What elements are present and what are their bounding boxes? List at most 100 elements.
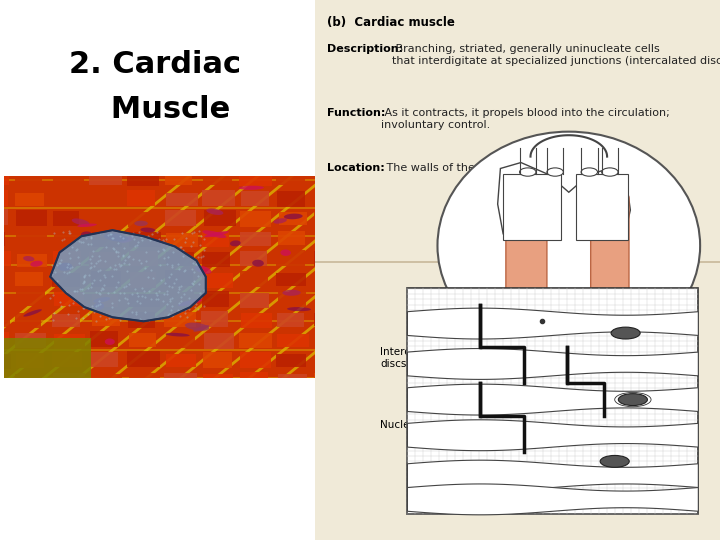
Ellipse shape [207,208,223,215]
Ellipse shape [239,186,264,190]
Bar [54,231,86,246]
Bar [17,254,47,267]
Bar [0,332,9,348]
Bar [92,232,122,247]
Ellipse shape [94,297,110,303]
Ellipse shape [274,218,287,224]
Bar [91,374,122,388]
Bar [4,338,91,378]
Bar [52,352,82,367]
Bar [166,334,195,348]
Bar [91,352,118,367]
Bar [166,233,198,247]
Polygon shape [408,484,698,515]
Bar [203,352,232,368]
Bar [315,0,720,540]
Bar [204,333,233,348]
Bar [16,210,47,226]
Ellipse shape [135,221,148,226]
Bar [240,252,267,266]
Bar [279,212,307,225]
Bar [240,353,271,368]
Polygon shape [498,163,631,331]
Bar [277,334,309,347]
Ellipse shape [618,394,647,406]
Polygon shape [408,420,698,451]
Bar [315,170,341,186]
Bar [202,150,234,165]
Bar [52,314,80,327]
Bar [165,270,194,286]
Ellipse shape [252,260,264,267]
Bar [316,355,348,369]
Bar [240,373,269,388]
Ellipse shape [81,232,91,237]
Bar [576,174,628,240]
Bar [0,210,8,225]
Bar [91,191,120,205]
Bar [166,252,194,266]
Bar [53,211,79,226]
Polygon shape [50,230,206,321]
Bar [203,171,232,185]
Bar [314,151,341,165]
Ellipse shape [58,262,72,271]
Bar [16,291,45,306]
Bar [0,312,10,327]
Bar [204,374,233,388]
Bar [0,251,11,266]
Ellipse shape [105,339,114,345]
Polygon shape [408,384,698,415]
Polygon shape [408,348,698,380]
Bar [0,354,11,368]
Bar [202,312,228,327]
Bar [315,313,347,327]
Bar [129,251,158,266]
Bar [202,291,229,307]
Bar [53,374,85,388]
Bar [92,294,118,307]
Bar [314,211,343,225]
Ellipse shape [94,302,104,310]
Polygon shape [408,308,698,339]
Ellipse shape [185,322,210,331]
Bar [127,170,159,186]
Ellipse shape [204,231,229,237]
Bar [278,292,307,307]
Bar [15,172,42,185]
Bar [127,313,155,328]
Bar [0,171,9,185]
Text: 2. Cardiac: 2. Cardiac [69,50,241,79]
Bar [91,212,120,226]
Bar [240,191,269,206]
Bar [166,169,192,185]
Ellipse shape [547,168,563,176]
Bar [276,273,306,286]
Bar [53,251,81,266]
Ellipse shape [202,230,226,238]
Bar [164,373,197,388]
Ellipse shape [280,249,291,256]
Text: (b)  Cardiac muscle: (b) Cardiac muscle [327,16,455,29]
Bar [315,291,343,307]
Bar [314,373,343,387]
Text: The walls of the heart.: The walls of the heart. [383,163,512,173]
Bar [164,152,191,166]
Ellipse shape [287,307,311,311]
Bar [16,233,47,246]
Bar [240,313,271,328]
Ellipse shape [611,327,640,339]
Bar [166,292,194,308]
Ellipse shape [520,168,536,176]
Bar [54,292,84,306]
Bar [130,373,160,389]
Ellipse shape [282,290,301,296]
Text: Description:: Description: [327,44,403,54]
Text: Intercalated
discs: Intercalated discs [380,347,443,369]
Ellipse shape [23,256,35,261]
Bar [129,232,161,247]
Ellipse shape [284,214,302,219]
Ellipse shape [602,168,618,176]
Bar [53,151,81,166]
Bar [204,210,235,226]
